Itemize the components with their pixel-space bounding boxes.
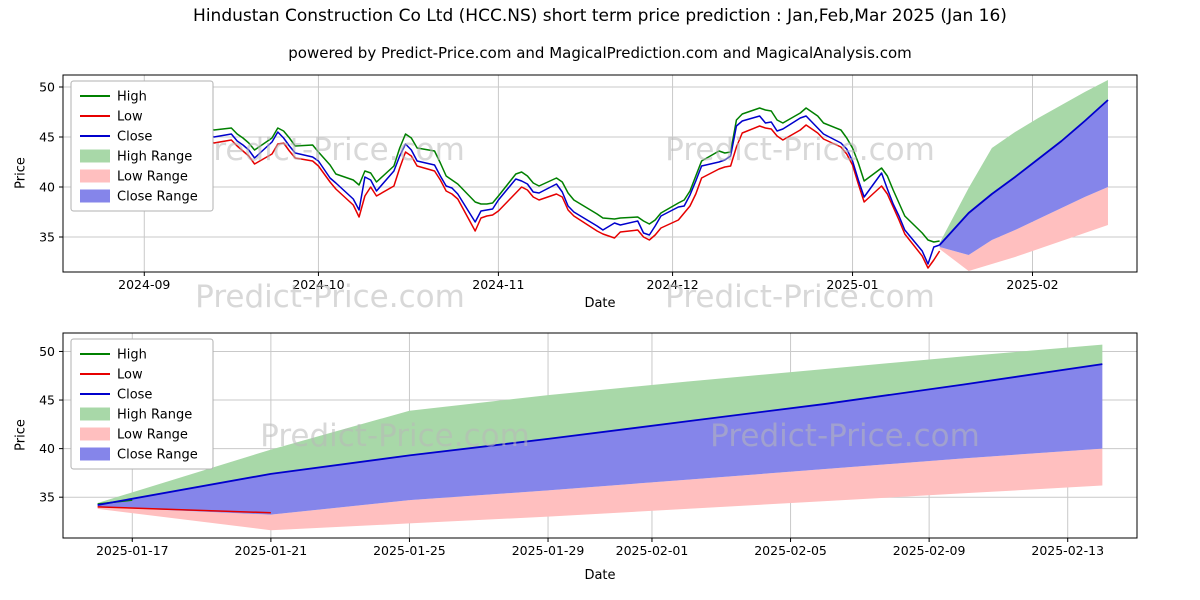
svg-text:2025-02-05: 2025-02-05: [754, 543, 827, 558]
svg-text:50: 50: [39, 344, 55, 359]
svg-text:2025-01: 2025-01: [826, 277, 878, 292]
svg-text:2025-02: 2025-02: [1006, 277, 1058, 292]
svg-text:2024-10: 2024-10: [292, 277, 344, 292]
svg-text:Predict-Price.com: Predict-Price.com: [260, 418, 530, 454]
bottom-chart-xlabel: Date: [584, 568, 616, 583]
svg-text:35: 35: [39, 490, 55, 505]
prediction-bands: [97, 344, 1103, 531]
watermarks: Predict-Price.com Predict-Price.com: [260, 418, 980, 454]
svg-text:High Range: High Range: [117, 150, 192, 165]
svg-text:Low Range: Low Range: [117, 170, 188, 185]
svg-text:2025-01-21: 2025-01-21: [235, 543, 308, 558]
svg-text:2025-02-09: 2025-02-09: [893, 543, 966, 558]
svg-text:2024-09: 2024-09: [118, 277, 170, 292]
svg-text:35: 35: [39, 230, 55, 245]
svg-text:Predict-Price.com: Predict-Price.com: [665, 132, 935, 168]
svg-text:Predict-Price.com: Predict-Price.com: [195, 132, 465, 168]
svg-text:Close Range: Close Range: [117, 448, 198, 463]
svg-text:40: 40: [39, 441, 55, 456]
legend: High Low Close High Range Low Range Close Ran…: [70, 80, 214, 212]
svg-text:Close Range: Close Range: [117, 190, 198, 205]
svg-text:40: 40: [39, 180, 55, 195]
axes: 35 40 45 50 2025-01-17 2025-01-21 2025-01-25 20…: [39, 332, 1138, 558]
svg-text:2025-02-01: 2025-02-01: [616, 543, 689, 558]
svg-text:2025-02-13: 2025-02-13: [1031, 543, 1104, 558]
svg-text:45: 45: [39, 393, 55, 408]
svg-text:High: High: [117, 90, 147, 105]
svg-text:45: 45: [39, 130, 55, 145]
price-lines: [91, 92, 1109, 269]
svg-text:Close: Close: [117, 388, 152, 403]
svg-text:Low Range: Low Range: [117, 428, 188, 443]
svg-text:High: High: [117, 348, 147, 363]
svg-text:2024-11: 2024-11: [472, 277, 524, 292]
svg-text:Predict-Price.com: Predict-Price.com: [195, 279, 465, 315]
svg-text:Predict-Price.com: Predict-Price.com: [710, 418, 980, 454]
figure-subtitle: powered by Predict-Price.com and Magical…: [288, 44, 912, 62]
bottom-chart-prediction-zoom: 35 40 45 50 2025-01-17 2025-01-21 2025-01-25 20…: [39, 332, 1138, 558]
figure-title: Hindustan Construction Co Ltd (HCC.NS) s…: [193, 6, 1007, 26]
svg-text:2025-01-29: 2025-01-29: [512, 543, 585, 558]
legend: High Low Close High Range Low Range Close Ran…: [70, 338, 214, 470]
watermarks: Predict-Price.com Predict-Price.com Predic…: [195, 132, 935, 315]
axes: 35 40 45 50 2024-09 2024-10 2024-11 2024-12 2025…: [39, 74, 1138, 292]
svg-text:2025-01-25: 2025-01-25: [373, 543, 446, 558]
svg-text:50: 50: [39, 80, 55, 95]
top-chart-xlabel: Date: [584, 296, 616, 311]
prediction-bands: [939, 80, 1108, 271]
svg-text:Close: Close: [117, 130, 152, 145]
price-lines: [97, 363, 1103, 514]
svg-text:High Range: High Range: [117, 408, 192, 423]
svg-text:Low: Low: [117, 110, 143, 125]
svg-text:2025-01-17: 2025-01-17: [96, 543, 169, 558]
svg-text:Low: Low: [117, 368, 143, 383]
svg-text:Predict-Price.com: Predict-Price.com: [665, 279, 935, 315]
top-chart-history-and-prediction: 35 40 45 50 2024-09 2024-10 2024-11 2024-12 2025…: [39, 74, 1138, 315]
svg-text:2024-12: 2024-12: [646, 277, 698, 292]
